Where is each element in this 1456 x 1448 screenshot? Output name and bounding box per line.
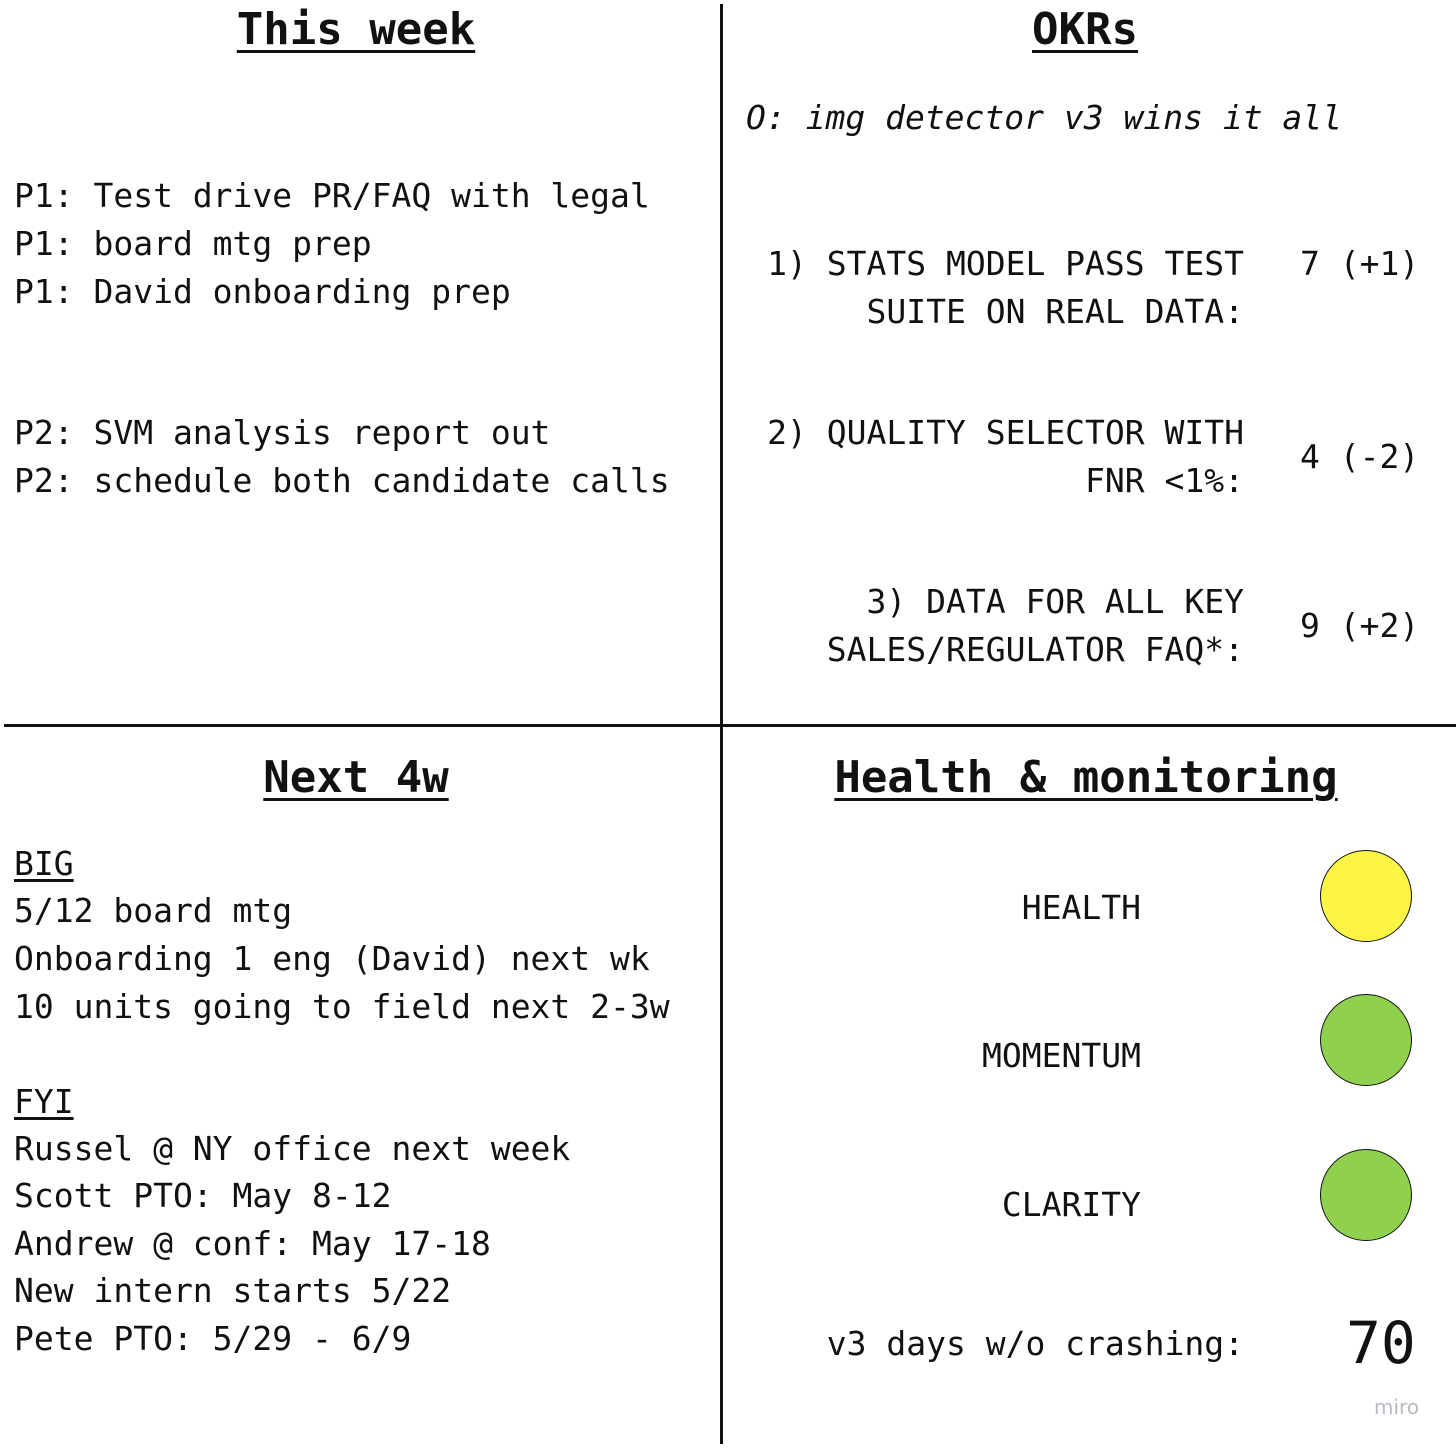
kr-3-line2: SALES/REGULATOR FAQ*: — [826, 630, 1244, 669]
clarity-indicator-dot — [1320, 1149, 1412, 1241]
kr-3-score: 9 (+2) — [1300, 606, 1420, 645]
kr-1-score: 7 (+1) — [1300, 244, 1420, 283]
fyi-item: Scott PTO: May 8-12 — [14, 1176, 392, 1215]
health-indicator-dot — [1320, 850, 1412, 942]
momentum-label: MOMENTUM — [982, 1036, 1141, 1075]
p1-item: P1: David onboarding prep — [14, 272, 511, 311]
health-title: Health & monitoring — [834, 752, 1338, 803]
this-week-title: This week — [236, 4, 476, 55]
okrs-title: OKRs — [1032, 4, 1138, 55]
crash-label: v3 days w/o crashing: — [826, 1324, 1244, 1363]
p1-item: P1: Test drive PR/FAQ with legal — [14, 176, 650, 215]
crash-days-value: 70 — [1346, 1309, 1416, 1377]
p2-item: P2: SVM analysis report out — [14, 413, 551, 452]
next-4w-title: Next 4w — [263, 752, 449, 803]
kr-2-line2: FNR <1%: — [1085, 461, 1244, 500]
fyi-heading: FYI — [14, 1082, 74, 1121]
big-item: 10 units going to field next 2-3w — [14, 987, 670, 1026]
kr-2-score: 4 (-2) — [1300, 437, 1420, 476]
p2-item: P2: schedule both candidate calls — [14, 461, 670, 500]
miro-watermark: miro — [1374, 1395, 1420, 1419]
momentum-indicator-dot — [1320, 994, 1412, 1086]
kr-1-line2: SUITE ON REAL DATA: — [866, 292, 1245, 331]
kr-1-line1: 1) STATS MODEL PASS TEST — [767, 244, 1244, 283]
big-item: 5/12 board mtg — [14, 891, 293, 930]
big-heading: BIG — [14, 844, 74, 883]
horizontal-divider — [4, 724, 1456, 727]
fyi-item: Andrew @ conf: May 17-18 — [14, 1224, 491, 1263]
kr-3-line1: 3) DATA FOR ALL KEY — [866, 582, 1245, 621]
p1-item: P1: board mtg prep — [14, 224, 372, 263]
big-item: Onboarding 1 eng (David) next wk — [14, 939, 650, 978]
health-label: HEALTH — [1021, 888, 1141, 927]
fyi-item: Russel @ NY office next week — [14, 1129, 571, 1168]
clarity-label: CLARITY — [1001, 1185, 1141, 1224]
kr-2-line1: 2) QUALITY SELECTOR WITH — [767, 413, 1244, 452]
fyi-item: Pete PTO: 5/29 - 6/9 — [14, 1319, 412, 1358]
fyi-item: New intern starts 5/22 — [14, 1271, 452, 1310]
objective: O: img detector v3 wins it all — [746, 98, 1343, 137]
